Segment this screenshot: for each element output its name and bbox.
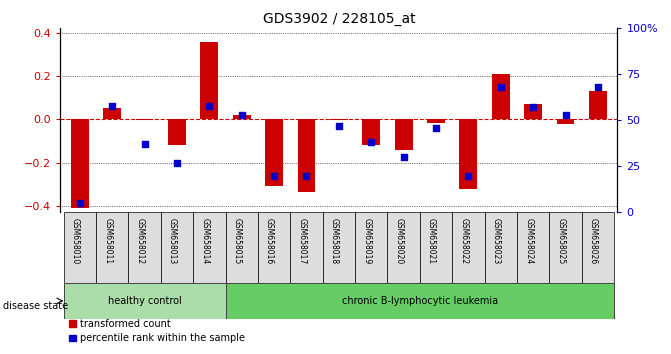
Bar	[161, 212, 193, 283]
Bar	[96, 212, 128, 283]
Point	[528, 105, 539, 110]
Bar	[484, 212, 517, 283]
Bar	[550, 212, 582, 283]
Point	[366, 139, 376, 145]
Bar	[420, 212, 452, 283]
Legend: transformed count, percentile rank within the sample: transformed count, percentile rank withi…	[65, 315, 249, 347]
Text: GSM658019: GSM658019	[362, 218, 371, 264]
Text: GSM658022: GSM658022	[460, 218, 468, 264]
Point	[204, 103, 215, 108]
Text: GSM658015: GSM658015	[233, 218, 242, 264]
Text: GSM658021: GSM658021	[427, 218, 436, 264]
Bar	[64, 283, 225, 319]
Bar	[517, 212, 550, 283]
Point	[107, 103, 117, 108]
Bar	[258, 212, 291, 283]
Point	[592, 84, 603, 90]
Point	[495, 84, 506, 90]
Text: GSM658012: GSM658012	[136, 218, 144, 264]
Bar	[193, 212, 225, 283]
Text: healthy control: healthy control	[108, 296, 181, 306]
Text: GSM658016: GSM658016	[265, 218, 274, 264]
Text: disease state: disease state	[3, 301, 68, 311]
Bar	[201, 42, 218, 119]
Text: GSM658026: GSM658026	[589, 218, 598, 264]
Point	[139, 142, 150, 147]
Bar	[387, 212, 420, 283]
Bar	[589, 91, 607, 119]
Point	[560, 112, 571, 118]
Bar	[136, 119, 154, 120]
Bar	[265, 119, 283, 187]
Text: GSM658017: GSM658017	[297, 218, 307, 264]
Bar	[323, 212, 355, 283]
Text: GSM658013: GSM658013	[168, 218, 177, 264]
Text: GSM658025: GSM658025	[556, 218, 566, 264]
Text: GSM658011: GSM658011	[103, 218, 112, 264]
Point	[431, 125, 442, 131]
Point	[333, 123, 344, 129]
Text: GSM658023: GSM658023	[492, 218, 501, 264]
Text: GSM658018: GSM658018	[330, 218, 339, 264]
Bar	[460, 119, 477, 189]
Point	[172, 160, 183, 166]
Point	[399, 154, 409, 160]
Bar	[524, 104, 542, 119]
Text: GSM658014: GSM658014	[201, 218, 209, 264]
Bar	[492, 74, 510, 119]
Title: GDS3902 / 228105_at: GDS3902 / 228105_at	[262, 12, 415, 26]
Bar	[362, 119, 380, 145]
Bar	[225, 283, 614, 319]
Text: GSM658020: GSM658020	[395, 218, 404, 264]
Text: GSM658010: GSM658010	[71, 218, 80, 264]
Bar	[427, 119, 445, 122]
Point	[268, 173, 279, 178]
Bar	[225, 212, 258, 283]
Bar	[103, 108, 121, 119]
Bar	[452, 212, 484, 283]
Bar	[291, 212, 323, 283]
Text: chronic B-lymphocytic leukemia: chronic B-lymphocytic leukemia	[342, 296, 498, 306]
Bar	[582, 212, 614, 283]
Point	[236, 112, 247, 118]
Bar	[233, 115, 251, 119]
Bar	[557, 119, 574, 124]
Bar	[297, 119, 315, 192]
Point	[301, 173, 312, 178]
Bar	[330, 119, 348, 120]
Bar	[128, 212, 161, 283]
Text: GSM658024: GSM658024	[524, 218, 533, 264]
Bar	[395, 119, 413, 150]
Point	[74, 200, 85, 206]
Bar	[355, 212, 387, 283]
Bar	[168, 119, 186, 145]
Bar	[71, 119, 89, 208]
Point	[463, 173, 474, 178]
Bar	[64, 212, 96, 283]
